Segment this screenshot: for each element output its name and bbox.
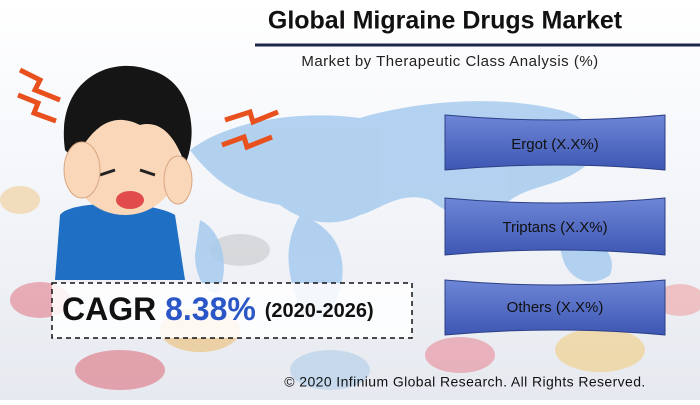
boy-illustration bbox=[17, 65, 279, 280]
copyright: © 2020 Infinium Global Research. All Rig… bbox=[284, 374, 645, 390]
cagr-value: 8.38% bbox=[165, 291, 256, 327]
segment-list: Ergot (X.X%) Triptans (X.X%) Others (X.X… bbox=[444, 114, 666, 336]
segment-ribbon bbox=[444, 197, 666, 256]
segment-ribbon bbox=[444, 279, 666, 336]
cagr-box bbox=[51, 282, 413, 339]
segment-ribbon bbox=[444, 114, 666, 171]
cagr-label: CAGR 8.38% (2020-2026) bbox=[62, 291, 374, 327]
segment-label: Others (X.X%) bbox=[507, 299, 604, 316]
cagr-label: CAGR bbox=[62, 291, 156, 327]
title: Global Migraine Drugs Market bbox=[268, 7, 623, 35]
cagr-period: (2020-2026) bbox=[265, 300, 374, 322]
segment-label: Ergot (X.X%) bbox=[511, 136, 599, 153]
subtitle: Market by Therapeutic Class Analysis (%) bbox=[301, 53, 598, 70]
segment-label: Triptans (X.X%) bbox=[502, 219, 607, 236]
